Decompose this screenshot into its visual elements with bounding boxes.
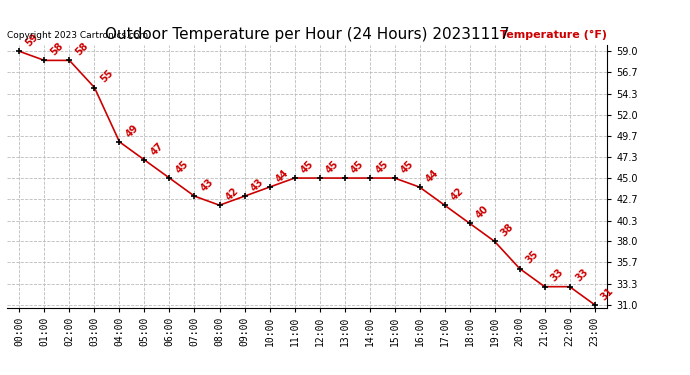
Text: 45: 45 [299,159,315,175]
Text: 59: 59 [23,32,40,48]
Text: 45: 45 [174,159,190,175]
Text: 42: 42 [448,186,465,202]
Text: 38: 38 [499,222,515,238]
Text: 43: 43 [248,177,265,194]
Text: 49: 49 [124,123,140,139]
Text: 31: 31 [599,285,615,302]
Text: 44: 44 [274,168,290,184]
Text: 58: 58 [74,41,90,58]
Text: 40: 40 [474,204,491,220]
Text: 45: 45 [399,159,415,175]
Text: 33: 33 [574,267,591,284]
Text: Copyright 2023 Cartronics.com: Copyright 2023 Cartronics.com [7,31,148,40]
Text: 58: 58 [48,41,66,58]
Text: 44: 44 [424,168,440,184]
Title: Outdoor Temperature per Hour (24 Hours) 20231117: Outdoor Temperature per Hour (24 Hours) … [105,27,509,42]
Text: 45: 45 [374,159,391,175]
Text: 45: 45 [324,159,340,175]
Text: 47: 47 [148,141,165,157]
Text: 45: 45 [348,159,365,175]
Text: 55: 55 [99,68,115,85]
Text: 43: 43 [199,177,215,194]
Text: 42: 42 [224,186,240,202]
Text: Temperature (°F): Temperature (°F) [500,30,607,40]
Text: 33: 33 [549,267,565,284]
Text: 35: 35 [524,249,540,266]
